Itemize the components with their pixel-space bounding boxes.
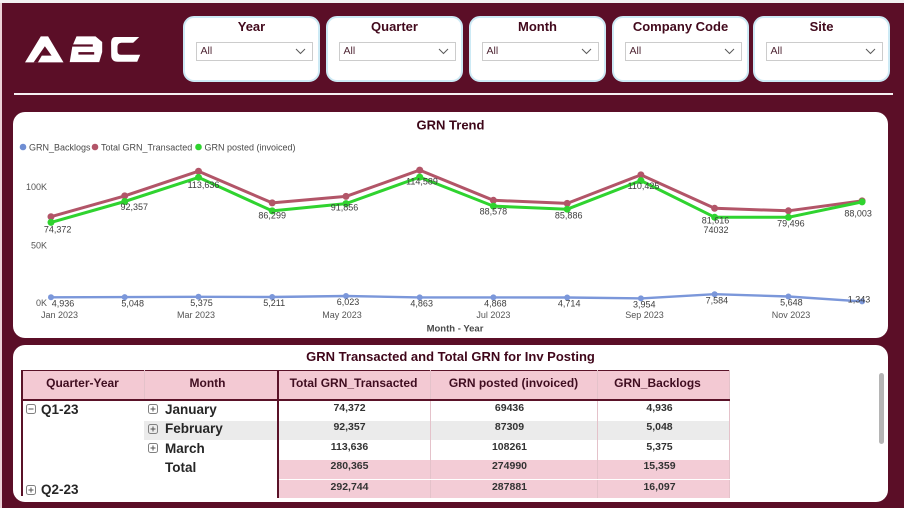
svg-text:92,357: 92,357 bbox=[121, 202, 149, 212]
svg-text:100K: 100K bbox=[26, 182, 47, 192]
svg-text:1,343: 1,343 bbox=[848, 295, 871, 305]
svg-text:85,886: 85,886 bbox=[555, 211, 583, 221]
svg-text:5,211: 5,211 bbox=[263, 298, 285, 308]
svg-text:Nov 2023: Nov 2023 bbox=[772, 310, 811, 320]
svg-text:91,856: 91,856 bbox=[331, 203, 359, 213]
svg-text:GRN posted (invoiced): GRN posted (invoiced) bbox=[205, 142, 296, 152]
svg-text:74,372: 74,372 bbox=[44, 225, 72, 235]
svg-text:Month - Year: Month - Year bbox=[427, 324, 484, 335]
svg-text:Jul 2023: Jul 2023 bbox=[476, 310, 510, 320]
svg-text:Total GRN_Transacted: Total GRN_Transacted bbox=[101, 142, 192, 152]
svg-text:114,589: 114,589 bbox=[406, 177, 438, 187]
svg-text:5,375: 5,375 bbox=[190, 298, 213, 308]
svg-text:88,578: 88,578 bbox=[480, 207, 508, 217]
svg-text:4,863: 4,863 bbox=[410, 299, 433, 309]
svg-text:Jan 2023: Jan 2023 bbox=[41, 310, 78, 320]
svg-text:5,648: 5,648 bbox=[780, 298, 803, 308]
svg-text:Sep 2023: Sep 2023 bbox=[625, 310, 664, 320]
svg-text:4,868: 4,868 bbox=[484, 299, 507, 309]
svg-text:GRN Trend: GRN Trend bbox=[417, 118, 485, 133]
svg-text:86,299: 86,299 bbox=[258, 211, 286, 221]
svg-text:4,714: 4,714 bbox=[558, 299, 581, 309]
svg-text:GRN_Backlogs: GRN_Backlogs bbox=[29, 142, 91, 152]
svg-text:May 2023: May 2023 bbox=[322, 310, 362, 320]
svg-text:79,496: 79,496 bbox=[777, 218, 805, 228]
svg-text:6,023: 6,023 bbox=[337, 297, 360, 307]
svg-text:81,616: 81,616 bbox=[702, 216, 730, 226]
svg-text:50K: 50K bbox=[31, 241, 47, 251]
svg-text:7,584: 7,584 bbox=[706, 295, 729, 305]
svg-text:4,936: 4,936 bbox=[52, 299, 75, 309]
svg-text:Mar 2023: Mar 2023 bbox=[177, 310, 215, 320]
svg-text:3,954: 3,954 bbox=[633, 300, 656, 310]
svg-text:110,425: 110,425 bbox=[628, 181, 660, 191]
svg-text:113,636: 113,636 bbox=[188, 180, 220, 190]
svg-text:88,003: 88,003 bbox=[844, 209, 872, 219]
svg-text:0K: 0K bbox=[36, 298, 47, 308]
svg-text:74032: 74032 bbox=[703, 225, 728, 235]
svg-text:5,048: 5,048 bbox=[121, 298, 144, 308]
